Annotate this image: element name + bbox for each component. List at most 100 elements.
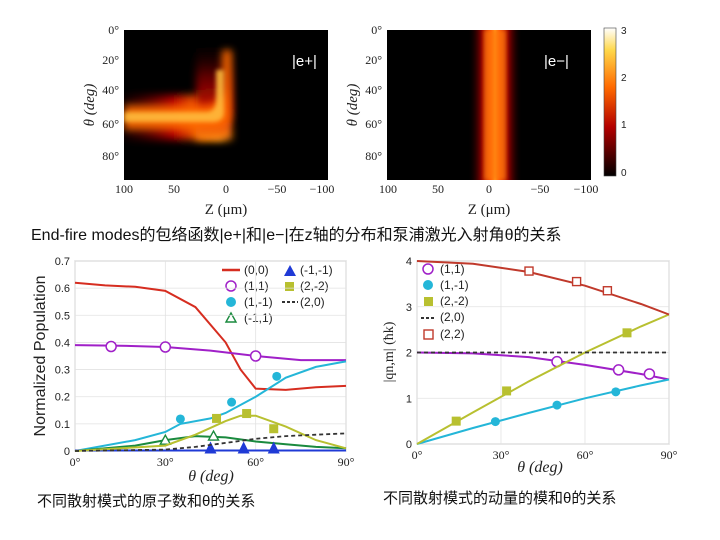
svg-text:100: 100 xyxy=(115,182,133,196)
momentum-series-1-1-marker xyxy=(611,387,621,397)
heatmap-e-minus-xlabel: Z (μm) xyxy=(468,202,511,218)
heatmap-e-plus: |e+| xyxy=(124,30,328,180)
population-series-2-2-marker xyxy=(269,424,279,434)
population-series-1-1-marker xyxy=(227,397,237,407)
heatmap-e-minus-axes: 0° 20° 40° 60° 80° 100 50 0 −50 −100 Z (… xyxy=(345,23,598,218)
population-series-1-1-marker xyxy=(237,441,250,454)
svg-text:(-1,1): (-1,1) xyxy=(244,311,273,325)
momentum-ytick: 0 xyxy=(406,439,412,451)
svg-text:(0,0): (0,0) xyxy=(244,263,269,277)
population-series-2-2-marker xyxy=(212,413,222,423)
momentum-series-1-1-marker xyxy=(612,364,625,376)
heatmap-e-minus-ylabel: θ (deg) xyxy=(345,84,361,127)
population-series-1-1-marker xyxy=(159,433,172,445)
population-ytick: 0.7 xyxy=(55,256,70,268)
svg-text:40°: 40° xyxy=(102,83,119,97)
svg-text:0°: 0° xyxy=(108,23,119,37)
population-series-1-1-line xyxy=(74,344,346,362)
population-chart: Normalized Population θ (deg) (0,0) (1,1… xyxy=(32,256,355,485)
population-series-2-2-marker xyxy=(242,409,252,419)
svg-text:(-1,-1): (-1,-1) xyxy=(300,263,333,277)
population-xtick: 30° xyxy=(157,455,174,469)
momentum-series-1-1-line xyxy=(416,351,670,381)
svg-text:−100: −100 xyxy=(574,182,599,196)
momentum-xtick: 60° xyxy=(577,448,594,462)
momentum-series-2-2-marker xyxy=(602,286,613,296)
svg-text:0: 0 xyxy=(621,168,627,179)
svg-text:(2,-2): (2,-2) xyxy=(440,294,469,308)
svg-text:0°: 0° xyxy=(371,23,382,37)
population-xlabel: θ (deg) xyxy=(188,468,234,485)
population-ytick: 0.5 xyxy=(55,310,70,322)
population-xtick: 90° xyxy=(338,455,355,469)
momentum-series-2-2-marker xyxy=(524,266,534,276)
momentum-xlabel: θ (deg) xyxy=(517,459,563,476)
svg-text:80°: 80° xyxy=(102,149,119,163)
svg-text:(2,2): (2,2) xyxy=(440,327,465,341)
population-series-1-1-line xyxy=(74,435,347,452)
population-series-0-0-line xyxy=(74,281,347,391)
svg-text:60°: 60° xyxy=(102,117,119,131)
momentum-series-2-2-line xyxy=(416,260,670,316)
svg-text:60°: 60° xyxy=(365,117,382,131)
heatmap-e-minus-label: |e−| xyxy=(544,53,569,70)
svg-text:(1,1): (1,1) xyxy=(440,262,465,276)
svg-text:−50: −50 xyxy=(268,182,287,196)
population-series-1-1-marker xyxy=(272,371,282,381)
svg-text:20°: 20° xyxy=(365,53,382,67)
svg-text:100: 100 xyxy=(379,182,397,196)
caption-left: 不同散射模式的原子数和θ的关系 xyxy=(37,493,256,510)
heatmap-e-minus: |e−| xyxy=(387,30,591,180)
population-ytick: 0.3 xyxy=(55,365,70,377)
svg-text:1: 1 xyxy=(621,120,627,131)
momentum-series-2-2-marker xyxy=(622,328,632,338)
heatmap-e-plus-ylabel: θ (deg) xyxy=(82,84,98,127)
svg-text:50: 50 xyxy=(168,182,180,196)
momentum-ytick: 2 xyxy=(406,348,412,360)
population-series-1-1-marker xyxy=(204,441,217,454)
population-series-1-1-marker xyxy=(105,340,117,353)
svg-text:20°: 20° xyxy=(102,53,119,67)
population-ytick: 0 xyxy=(64,446,70,458)
momentum-series-2-2-marker xyxy=(451,416,461,426)
population-ytick: 0.4 xyxy=(55,337,70,349)
svg-text:3: 3 xyxy=(621,26,627,37)
caption-top: End-fire modes的包络函数|e+|和|e−|在z轴的分布和泵浦激光入… xyxy=(31,227,562,244)
population-ytick: 0.1 xyxy=(55,419,70,431)
population-series-1-1-marker xyxy=(207,429,220,441)
momentum-series-2-2-marker xyxy=(502,386,512,396)
heatmap-e-plus-xlabel: Z (μm) xyxy=(205,202,248,218)
population-series-1-1-marker xyxy=(267,441,280,454)
heatmap-e-plus-axes: 0° 20° 40° 60° 80° 100 50 0 −50 −100 Z (… xyxy=(82,23,334,218)
momentum-series-1-1-marker xyxy=(552,400,562,410)
momentum-series-2-2-line xyxy=(416,313,670,445)
population-xtick: 0° xyxy=(70,455,81,469)
population-ylabel: Normalized Population xyxy=(32,276,49,437)
svg-text:(2,-2): (2,-2) xyxy=(300,279,329,293)
svg-text:(1,-1): (1,-1) xyxy=(440,278,469,292)
svg-text:80°: 80° xyxy=(365,149,382,163)
momentum-ylabel: |qn,m| (ħk) xyxy=(382,321,397,382)
population-series-1-1-marker xyxy=(175,414,185,424)
heatmap-e-plus-label: |e+| xyxy=(292,53,317,70)
momentum-series-1-1-marker xyxy=(490,417,500,427)
population-legend: (0,0) (1,1) (1,-1) (-1,1) (-1,-1) (2,-2)… xyxy=(222,263,333,325)
population-series-1-1-marker xyxy=(159,341,172,353)
population-ytick: 0.2 xyxy=(55,392,70,404)
momentum-chart: |qn,m| (ħk) θ (deg) (1,1) (1,-1) (2,-2) … xyxy=(382,256,678,476)
svg-text:(1,1): (1,1) xyxy=(244,279,269,293)
svg-text:2: 2 xyxy=(621,73,627,84)
svg-text:−100: −100 xyxy=(310,182,335,196)
svg-text:0: 0 xyxy=(486,182,492,196)
caption-right: 不同散射模式的动量的模和θ的关系 xyxy=(383,490,617,507)
svg-text:0: 0 xyxy=(223,182,229,196)
momentum-ytick: 3 xyxy=(406,302,412,314)
momentum-ytick: 4 xyxy=(406,256,412,268)
momentum-legend: (1,1) (1,-1) (2,-2) (2,0) (2,2) xyxy=(421,262,469,341)
momentum-series-1-1-line xyxy=(416,378,670,445)
population-series-1-1-marker xyxy=(249,350,262,362)
colorbar: 3 2 1 0 xyxy=(603,26,627,179)
svg-text:50: 50 xyxy=(432,182,444,196)
svg-text:(1,-1): (1,-1) xyxy=(244,295,273,309)
momentum-xtick: 0° xyxy=(412,448,423,462)
